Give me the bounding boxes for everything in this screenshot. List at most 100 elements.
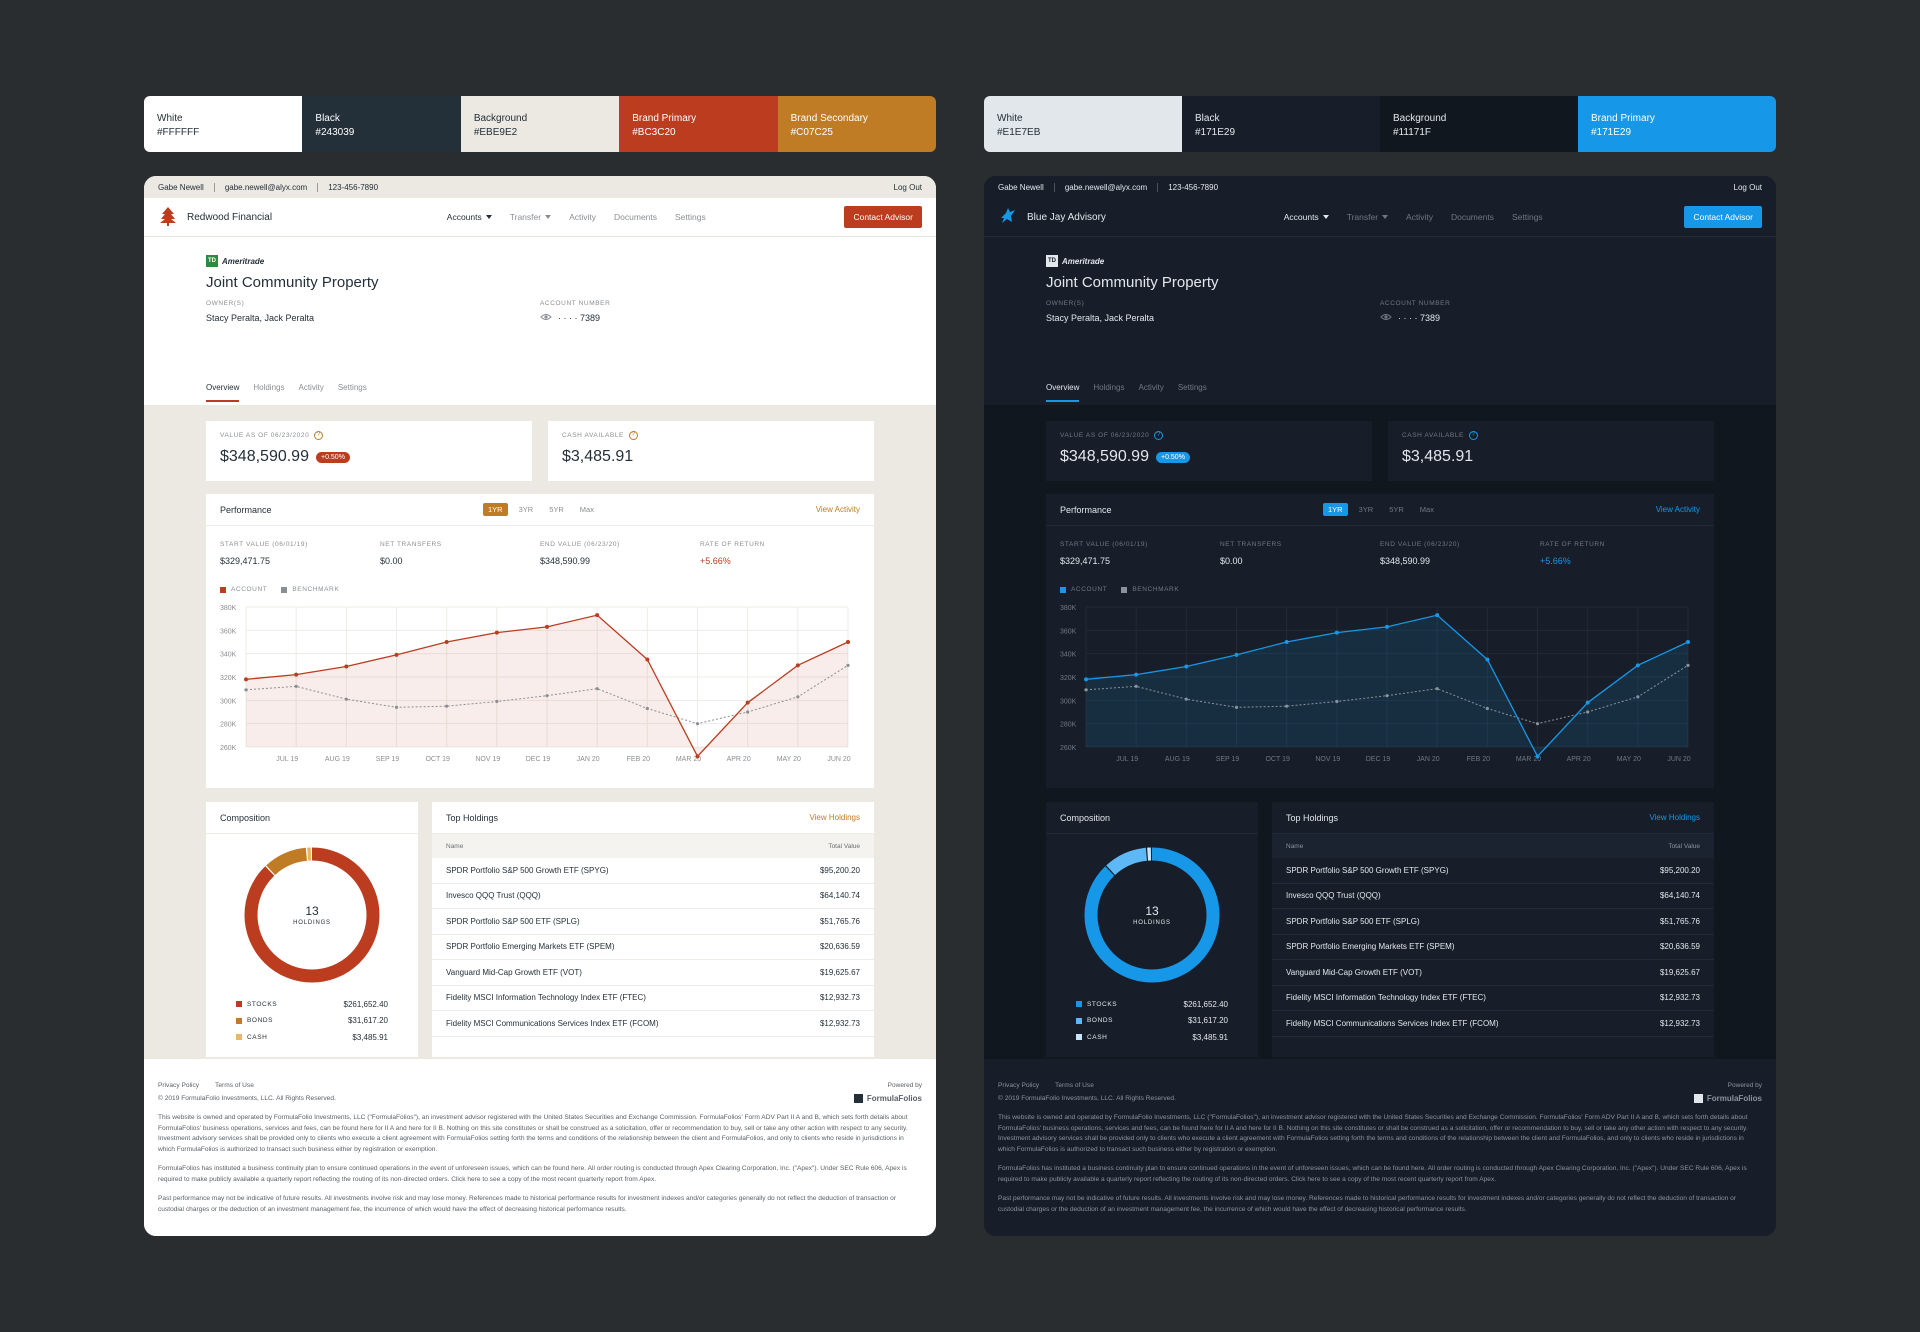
logout-link[interactable]: Log Out [1733, 182, 1762, 192]
terms-of-use-link[interactable]: Terms of Use [1055, 1082, 1094, 1089]
table-row[interactable]: Fidelity MSCI Information Technology Ind… [1272, 986, 1714, 1011]
privacy-policy-link[interactable]: Privacy Policy [158, 1082, 200, 1089]
benchmark-point[interactable] [445, 704, 449, 708]
view-activity-link[interactable]: View Activity [815, 505, 860, 514]
tab-holdings[interactable]: Holdings [1093, 383, 1125, 392]
account-point[interactable] [595, 613, 600, 618]
benchmark-point[interactable] [1234, 705, 1239, 709]
eye-icon[interactable] [1380, 313, 1392, 323]
help-icon[interactable]: ? [629, 431, 638, 440]
account-point[interactable] [1234, 652, 1239, 657]
range-3yr[interactable]: 3YR [1358, 505, 1374, 514]
benchmark-point[interactable] [645, 706, 649, 711]
benchmark-point[interactable] [1184, 697, 1188, 701]
help-icon[interactable]: ? [314, 431, 324, 440]
account-point[interactable] [1134, 672, 1139, 677]
benchmark-point[interactable] [1485, 706, 1489, 711]
benchmark-point[interactable] [244, 688, 248, 692]
benchmark-point[interactable] [796, 695, 800, 699]
table-row[interactable]: Fidelity MSCI Communications Services In… [432, 1011, 874, 1037]
account-point[interactable] [294, 672, 299, 677]
tab-activity[interactable]: Activity [1138, 383, 1164, 392]
nav-settings[interactable]: Settings [675, 212, 706, 222]
account-point[interactable] [645, 657, 650, 662]
view-holdings-link[interactable]: View Holdings [809, 813, 860, 822]
benchmark-point[interactable] [1636, 695, 1640, 699]
nav-documents[interactable]: Documents [614, 212, 658, 222]
account-point[interactable] [1535, 754, 1540, 759]
table-row[interactable]: SPDR Portfolio S&P 500 Growth ETF (SPYG)… [1272, 858, 1714, 884]
nav-accounts[interactable]: Accounts [1284, 212, 1329, 222]
benchmark-point[interactable] [746, 710, 750, 714]
account-point[interactable] [1635, 663, 1640, 668]
account-point[interactable] [795, 663, 800, 668]
account-point[interactable] [1686, 640, 1690, 644]
benchmark-point[interactable] [495, 699, 499, 704]
nav-activity[interactable]: Activity [1406, 212, 1433, 222]
tab-settings[interactable]: Settings [1177, 383, 1207, 392]
account-point[interactable] [1435, 613, 1440, 618]
terms-of-use-link[interactable]: Terms of Use [215, 1082, 254, 1089]
table-row[interactable]: Invesco QQQ Trust (QQQ) $64,140.74 [432, 884, 874, 909]
account-point[interactable] [1284, 640, 1289, 644]
account-point[interactable] [1385, 624, 1389, 629]
account-point[interactable] [695, 754, 700, 759]
table-row[interactable]: Vanguard Mid-Cap Growth ETF (VOT) $19,625… [432, 960, 874, 986]
table-row[interactable]: SPDR Portfolio S&P 500 ETF (SPLG) $51,765… [1272, 909, 1714, 935]
nav-activity[interactable]: Activity [569, 212, 597, 222]
range-1yr[interactable]: 1YR [1323, 503, 1348, 516]
tab-overview[interactable]: Overview [1046, 383, 1080, 402]
benchmark-point[interactable] [294, 684, 298, 688]
account-point[interactable] [745, 700, 750, 705]
account-point[interactable] [1585, 700, 1590, 705]
table-row[interactable]: Fidelity MSCI Communications Services In… [1272, 1011, 1714, 1037]
view-holdings-link[interactable]: View Holdings [1649, 813, 1700, 822]
brand[interactable]: Blue Jay Advisory [998, 206, 1106, 229]
range-max[interactable]: Max [579, 505, 594, 514]
help-icon[interactable]: ? [1469, 431, 1478, 440]
account-point[interactable] [244, 677, 248, 682]
donut-segment-stocks[interactable] [244, 847, 380, 983]
account-point[interactable] [344, 664, 349, 669]
view-activity-link[interactable]: View Activity [1655, 505, 1700, 514]
contact-advisor-button[interactable]: Contact Advisor [1684, 206, 1762, 228]
nav-transfer[interactable]: Transfer [510, 212, 552, 222]
account-point[interactable] [1084, 677, 1088, 682]
account-point[interactable] [394, 652, 399, 657]
tab-overview[interactable]: Overview [206, 383, 240, 402]
range-5yr[interactable]: 5YR [1389, 505, 1404, 514]
donut-segment-stocks[interactable] [1084, 847, 1220, 983]
benchmark-point[interactable] [1586, 710, 1590, 714]
table-row[interactable]: Vanguard Mid-Cap Growth ETF (VOT) $19,625… [1272, 960, 1714, 986]
nav-settings[interactable]: Settings [1511, 212, 1543, 222]
help-icon[interactable]: ? [1154, 431, 1164, 440]
tab-holdings[interactable]: Holdings [253, 383, 285, 392]
range-1yr[interactable]: 1YR [483, 503, 508, 516]
range-max[interactable]: Max [1419, 505, 1434, 514]
nav-documents[interactable]: Documents [1450, 212, 1494, 222]
privacy-policy-link[interactable]: Privacy Policy [998, 1082, 1040, 1089]
table-row[interactable]: Fidelity MSCI Information Technology Ind… [432, 986, 874, 1011]
benchmark-point[interactable] [695, 722, 700, 726]
tab-activity[interactable]: Activity [298, 383, 324, 392]
benchmark-point[interactable] [1385, 694, 1389, 698]
range-3yr[interactable]: 3YR [518, 505, 534, 514]
account-point[interactable] [1334, 630, 1339, 635]
nav-accounts[interactable]: Accounts [447, 212, 492, 222]
benchmark-point[interactable] [344, 697, 348, 701]
eye-icon[interactable] [540, 313, 552, 323]
benchmark-point[interactable] [1686, 663, 1690, 667]
benchmark-point[interactable] [846, 663, 850, 667]
benchmark-point[interactable] [1084, 688, 1088, 692]
tab-settings[interactable]: Settings [337, 383, 367, 392]
account-point[interactable] [1184, 664, 1189, 669]
benchmark-point[interactable] [1335, 699, 1339, 704]
table-row[interactable]: SPDR Portfolio Emerging Markets ETF (SPE… [1272, 935, 1714, 960]
benchmark-point[interactable] [1435, 687, 1439, 691]
table-row[interactable]: SPDR Portfolio S&P 500 ETF (SPLG) $51,765… [432, 909, 874, 935]
account-point[interactable] [444, 640, 449, 644]
account-point[interactable] [494, 630, 499, 635]
brand[interactable]: Redwood Financial [158, 206, 272, 229]
benchmark-point[interactable] [394, 705, 399, 709]
benchmark-point[interactable] [1535, 722, 1540, 726]
